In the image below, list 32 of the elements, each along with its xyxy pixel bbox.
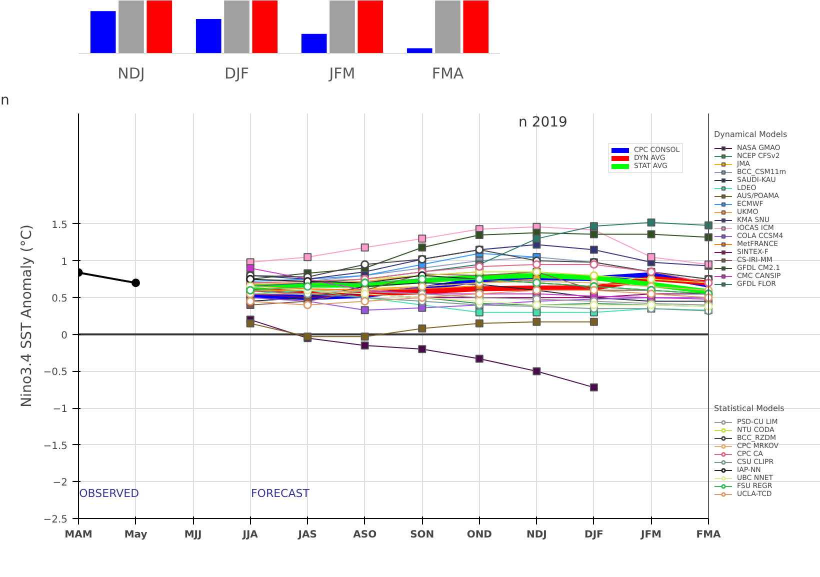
x-tick-label: ASO bbox=[353, 530, 377, 540]
x-tick-label: SON bbox=[410, 530, 434, 540]
annotation: OBSERVED bbox=[79, 487, 140, 500]
chart-title: n 2019 bbox=[518, 114, 568, 130]
y-tick-label: −0.5 bbox=[43, 367, 68, 378]
y-tick-label: 0 bbox=[61, 330, 68, 342]
x-tick-label: JFM bbox=[640, 530, 662, 540]
chart-subtitle: n bbox=[0, 92, 10, 108]
x-tick-label: FMA bbox=[432, 64, 464, 82]
x-tick-label: MAM bbox=[64, 530, 92, 540]
x-tick-label: MJJ bbox=[184, 530, 202, 540]
x-tick-label: NDJ bbox=[526, 530, 547, 540]
y-tick-label: −2 bbox=[52, 478, 68, 489]
text: Dynamical Models bbox=[714, 130, 788, 139]
y-tick-label: 0.5 bbox=[52, 294, 68, 305]
y-axis-title: Nino3.4 SST Anomaly (°C) bbox=[19, 224, 36, 408]
annotation: FORECAST bbox=[250, 487, 310, 500]
x-tick-label: JAS bbox=[297, 530, 317, 540]
x-tick-label: DJF bbox=[224, 64, 250, 82]
y-tick-label: −2.5 bbox=[43, 514, 68, 526]
x-tick-label: NDJ bbox=[118, 64, 145, 82]
x-tick-label: JJA bbox=[242, 530, 258, 540]
y-tick-label: −1 bbox=[52, 404, 68, 416]
x-tick-label: JFM bbox=[328, 64, 356, 82]
y-tick-label: 1 bbox=[61, 256, 68, 268]
y-tick-label: 1.5 bbox=[52, 220, 68, 231]
x-tick-label: May bbox=[124, 530, 148, 540]
text: Statistical Models bbox=[714, 404, 784, 413]
x-tick-label: DJF bbox=[584, 530, 604, 540]
x-tick-label: FMA bbox=[696, 530, 722, 540]
x-tick-label: OND bbox=[466, 530, 492, 540]
y-tick-label: −1.5 bbox=[43, 440, 68, 452]
